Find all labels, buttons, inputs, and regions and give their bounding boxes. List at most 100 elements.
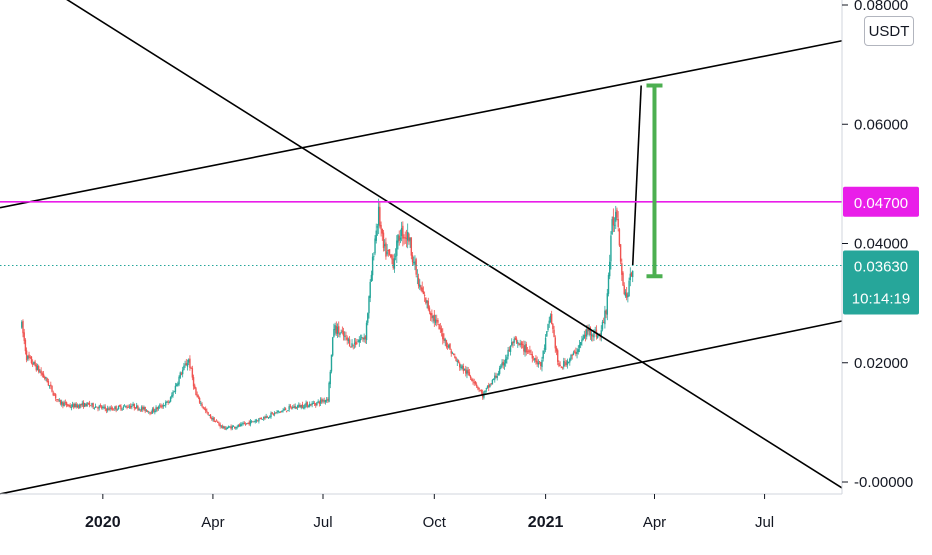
candle-body-18 bbox=[42, 373, 45, 378]
candle-body-464 bbox=[582, 337, 584, 341]
candle-body-440 bbox=[553, 329, 555, 338]
price-tag-countdown: 10:14:19 bbox=[852, 291, 910, 308]
candle-body-2 bbox=[23, 332, 25, 341]
candle-body-300 bbox=[384, 244, 386, 247]
candle-body-283 bbox=[363, 337, 365, 340]
candle-body-390 bbox=[492, 379, 495, 381]
candle-body-502 bbox=[628, 280, 630, 297]
candle-body-482 bbox=[604, 310, 606, 325]
candle-body-322 bbox=[410, 237, 413, 256]
projection-line[interactable] bbox=[631, 85, 642, 266]
candle-body-32 bbox=[59, 400, 62, 404]
candle-body-497 bbox=[622, 272, 624, 286]
candle-body-274 bbox=[352, 344, 354, 346]
candle-body-416 bbox=[524, 345, 526, 353]
candle-body-11 bbox=[34, 361, 36, 366]
candle-body-279 bbox=[358, 339, 360, 343]
candle-body-55 bbox=[87, 403, 90, 404]
candle-body-374 bbox=[473, 382, 475, 384]
candle-body-403 bbox=[508, 349, 511, 352]
y-tick-label: -0.00000 bbox=[854, 474, 913, 491]
price-tag-bg bbox=[843, 250, 919, 315]
candle-body-337 bbox=[428, 307, 431, 312]
candle-body-68 bbox=[103, 406, 105, 408]
candle-body-180 bbox=[238, 424, 241, 427]
candle-body-135 bbox=[184, 364, 186, 366]
y-tick-label: 0.02000 bbox=[854, 355, 908, 372]
candle-body-330 bbox=[420, 286, 422, 290]
candle-body-258 bbox=[333, 329, 335, 337]
candle-body-127 bbox=[174, 385, 177, 392]
time-axis: 2020 Apr Jul Oct 2021 Apr Jul bbox=[85, 494, 774, 531]
candle-body-485 bbox=[607, 275, 610, 294]
candle-body-467 bbox=[586, 329, 588, 337]
candle-body-408 bbox=[514, 337, 517, 340]
candle-body-146 bbox=[197, 396, 200, 398]
descending-line[interactable] bbox=[47, 0, 843, 489]
candle-body-348 bbox=[442, 333, 444, 340]
candle-body-320 bbox=[408, 233, 410, 242]
candle-body-65 bbox=[99, 405, 102, 407]
candle-body-500 bbox=[625, 293, 628, 298]
candle-body-156 bbox=[209, 414, 212, 419]
candle-body-48 bbox=[79, 404, 81, 409]
candle-body-169 bbox=[225, 428, 227, 430]
candle-body-4 bbox=[25, 350, 28, 361]
candle-body-499 bbox=[624, 292, 627, 297]
y-tick-label: 0.08000 bbox=[854, 0, 908, 14]
candle-body-435 bbox=[547, 324, 549, 330]
candle-body-253 bbox=[327, 399, 329, 401]
candle-body-190 bbox=[250, 420, 253, 422]
candle-body-168 bbox=[224, 426, 226, 430]
candle-body-396 bbox=[500, 365, 502, 369]
candle-body-17 bbox=[41, 373, 44, 375]
candle-body-211 bbox=[276, 411, 278, 413]
candle-body-117 bbox=[162, 405, 165, 407]
candle-body-71 bbox=[106, 408, 109, 411]
candle-body-178 bbox=[236, 427, 238, 428]
candle-body-491 bbox=[615, 211, 617, 222]
candle-body-166 bbox=[221, 426, 224, 428]
candle-body-386 bbox=[488, 385, 490, 388]
candle-body-123 bbox=[169, 397, 172, 402]
candle-body-62 bbox=[96, 406, 98, 408]
candle-body-122 bbox=[168, 402, 171, 403]
candle-body-231 bbox=[300, 405, 302, 408]
candle-body-432 bbox=[543, 348, 546, 350]
candle-body-426 bbox=[536, 360, 538, 364]
candle-body-333 bbox=[423, 294, 426, 296]
currency-button[interactable]: USDT bbox=[864, 16, 914, 46]
candle-body-43 bbox=[73, 404, 75, 408]
candle-body-340 bbox=[432, 315, 434, 318]
candle-body-82 bbox=[120, 406, 122, 410]
candle-body-472 bbox=[592, 335, 594, 337]
candle-body-487 bbox=[610, 235, 612, 262]
candle-body-183 bbox=[242, 423, 244, 425]
candle-body-481 bbox=[602, 322, 605, 323]
candle-body-46 bbox=[76, 405, 79, 408]
candle-body-505 bbox=[632, 270, 634, 278]
candle-body-448 bbox=[563, 361, 565, 367]
candle-body-97 bbox=[138, 408, 140, 411]
candle-body-269 bbox=[346, 337, 348, 340]
candle-body-129 bbox=[177, 383, 179, 386]
candle-body-228 bbox=[296, 405, 299, 408]
candle-body-15 bbox=[39, 371, 41, 373]
candle-body-402 bbox=[507, 349, 509, 357]
price-tag-value: 0.03630 bbox=[854, 259, 908, 276]
candle-body-266 bbox=[342, 331, 345, 337]
candle-body-401 bbox=[506, 356, 508, 360]
target-range-bar[interactable] bbox=[646, 83, 663, 279]
candle-body-85 bbox=[123, 405, 126, 407]
candle-body-163 bbox=[218, 423, 220, 425]
candle-body-54 bbox=[86, 402, 88, 407]
lower-channel-line[interactable] bbox=[0, 320, 843, 495]
candle-body-415 bbox=[523, 345, 525, 352]
candle-body-157 bbox=[211, 417, 213, 419]
candle-body-452 bbox=[567, 361, 570, 363]
candle-body-387 bbox=[489, 384, 491, 387]
upper-channel-line[interactable] bbox=[0, 39, 843, 209]
candle-body-335 bbox=[426, 300, 428, 303]
candle-body-299 bbox=[382, 232, 385, 248]
